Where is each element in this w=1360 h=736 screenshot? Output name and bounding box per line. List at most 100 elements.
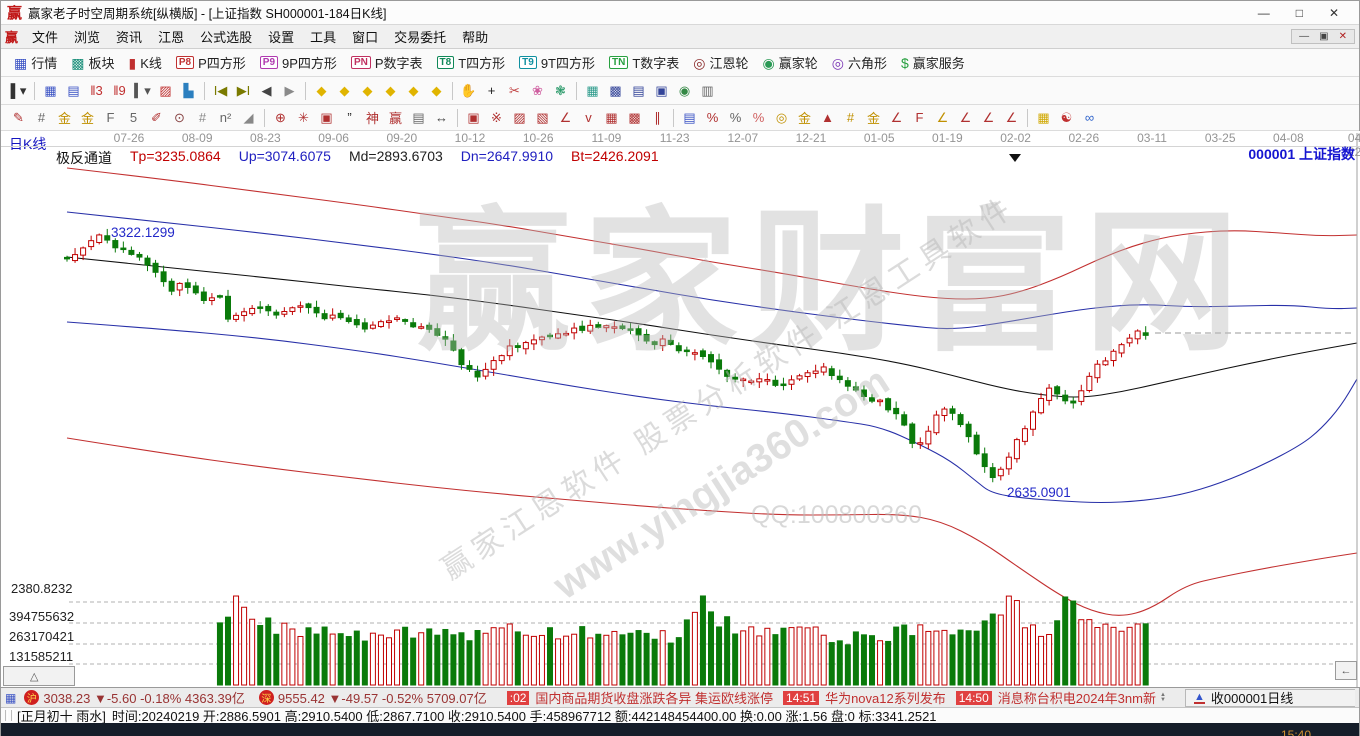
circle-grid-tool-icon[interactable]: ⊙ xyxy=(174,109,185,125)
candlestick-chart[interactable]: 3322.1299 2635.0901 2380.8232 394755632 2631… xyxy=(1,131,1360,687)
scroll-left-button[interactable]: ← xyxy=(1335,661,1357,680)
toolbar-t-square-button[interactable]: T8 T四方形 xyxy=(430,51,513,75)
crosshair-tool-icon[interactable]: + xyxy=(487,83,496,98)
menu-item-交易委托[interactable]: 交易委托 xyxy=(394,30,447,45)
v-tool-icon[interactable]: v xyxy=(585,110,592,125)
toolbar-winner-service-button[interactable]: $ 赢家服务 xyxy=(894,51,972,75)
close-icon[interactable]: ✕ xyxy=(1328,5,1339,20)
grid-tool-icon[interactable]: # xyxy=(37,110,46,125)
toolbar-t9-square-button[interactable]: T9 9T四方形 xyxy=(512,51,602,75)
menu-item-公式选股[interactable]: 公式选股 xyxy=(200,30,253,45)
pattern-red-icon[interactable]: ▨ xyxy=(159,82,172,98)
gann-gold-grid-2-icon[interactable]: 金 xyxy=(80,111,94,126)
toolbar-hexagon-button[interactable]: ◎ 六角形 xyxy=(825,51,894,75)
menu-item-江恩[interactable]: 江恩 xyxy=(158,30,185,45)
n2-grid-tool-icon[interactable]: n² xyxy=(219,110,232,125)
toolbar-winner-wheel-button[interactable]: ◉ 赢家轮 xyxy=(756,51,825,75)
toolbar-p-number-button[interactable]: PN P数字表 xyxy=(344,51,430,75)
grid-red2-tool-icon[interactable]: ▩ xyxy=(628,109,641,125)
mdi-restore-icon[interactable]: ▣ xyxy=(1319,31,1329,42)
grid-5-tool-icon[interactable]: 5 xyxy=(129,110,138,125)
angle-j-tool-icon[interactable]: ∠ xyxy=(890,109,903,125)
tri-grid-tool-icon[interactable]: ◢ xyxy=(243,109,254,125)
angle-z-tool-icon[interactable]: ∠ xyxy=(1005,109,1018,125)
angle-tool-icon[interactable]: ∠ xyxy=(559,109,572,125)
save-tool-icon[interactable]: ▣ xyxy=(655,82,668,98)
angle-gold-tool-icon[interactable]: ∠ xyxy=(936,109,949,125)
shade2-tool-icon[interactable]: ▧ xyxy=(536,109,549,125)
gold-tri-tool-icon[interactable]: 金 xyxy=(866,111,880,126)
angle-f-tool-icon[interactable]: F xyxy=(915,110,924,125)
pct-gray-tool-icon[interactable]: % xyxy=(729,110,742,125)
toolbar-kline-button[interactable]: ▮ K线 xyxy=(122,51,169,75)
menu-item-设置[interactable]: 设置 xyxy=(268,30,295,45)
compress-h-icon[interactable]: ◆ xyxy=(362,82,373,98)
candle-style-combo-icon[interactable]: ▍▾ xyxy=(134,82,151,98)
parallel-tool-icon[interactable]: ∥ xyxy=(654,109,661,125)
zoom-out-icon[interactable]: ◆ xyxy=(431,82,442,98)
chart-area[interactable]: 日K线 07-26 08-09 08-23 09-06 09-20 10-12 10-26 1… xyxy=(1,131,1360,687)
shen-grid-tool-icon[interactable]: 神 xyxy=(365,111,379,126)
grid-red1-tool-icon[interactable]: ▦ xyxy=(605,109,618,125)
news-headline[interactable]: 华为nova12系列发布 xyxy=(825,691,946,706)
fan-tool-icon[interactable]: ※ xyxy=(491,109,502,125)
pen2-tool-icon[interactable]: ✐ xyxy=(151,109,162,125)
calculator-tool-icon[interactable]: ▩ xyxy=(609,82,622,98)
box-red-tool-icon[interactable]: ▣ xyxy=(467,109,480,125)
pattern-blue-icon[interactable]: ▦ xyxy=(44,82,57,98)
pct-small-tool-icon[interactable]: % xyxy=(752,110,765,125)
publish-tool-icon[interactable]: ◉ xyxy=(678,82,691,98)
shift-left-icon[interactable]: ◆ xyxy=(316,82,327,98)
gold-lines-tool-icon[interactable]: 金 xyxy=(797,111,811,126)
toolbar-t-number-button[interactable]: TN T数字表 xyxy=(602,51,686,75)
gann-gold-grid-1-icon[interactable]: 金 xyxy=(57,111,71,126)
angle-m-tool-icon[interactable]: ∠ xyxy=(959,109,972,125)
infinity-tool-icon[interactable]: ∞ xyxy=(1084,110,1095,125)
menu-item-帮助[interactable]: 帮助 xyxy=(462,30,489,45)
ying-grid-tool-icon[interactable]: 赢 xyxy=(388,111,402,126)
square-web-tool-icon[interactable]: ▣ xyxy=(320,109,333,125)
quote-grid-icon[interactable]: ▦ xyxy=(5,690,17,705)
gold-grid-tool-icon[interactable]: # xyxy=(846,110,855,125)
mdi-minimize-icon[interactable]: — xyxy=(1299,31,1310,42)
ruler-tool-icon[interactable]: ▤ xyxy=(412,109,425,125)
circle-cross-tool-icon[interactable]: ⊕ xyxy=(275,109,286,125)
news-headline[interactable]: 国内商品期货收盘涨跌各异 集运欧线涨停 xyxy=(535,691,774,706)
web-tool-icon[interactable]: ✳ xyxy=(298,109,309,125)
color-chart-icon[interactable]: ▙ xyxy=(183,82,194,98)
minimize-icon[interactable]: — xyxy=(1257,5,1270,20)
menu-item-工具[interactable]: 工具 xyxy=(310,30,337,45)
angle-y-tool-icon[interactable]: ∠ xyxy=(982,109,995,125)
next-bar-icon[interactable]: ▶ xyxy=(284,82,295,98)
bars-9-icon[interactable]: ‖9 xyxy=(113,83,126,98)
hand-tool-icon[interactable]: ✋ xyxy=(460,82,477,98)
zoom-in-icon[interactable]: ◆ xyxy=(408,82,419,98)
maximize-icon[interactable]: □ xyxy=(1295,5,1303,20)
news-headline[interactable]: 消息称台积电2024年3nm新 xyxy=(997,691,1156,706)
toolbar-p9-square-button[interactable]: P9 9P四方形 xyxy=(253,51,344,75)
first-bar-icon[interactable]: I◀ xyxy=(213,82,228,98)
pct-red-tool-icon[interactable]: % xyxy=(706,110,719,125)
quote-tool-icon[interactable]: ” xyxy=(347,110,352,125)
expand-volume-button[interactable]: △ xyxy=(3,666,75,686)
knife-tool-icon[interactable]: ▲ xyxy=(821,110,834,125)
cut-tool-icon[interactable]: ✂ xyxy=(509,82,520,98)
list-k-tool-icon[interactable]: ▤ xyxy=(683,109,696,125)
h-measure-tool-icon[interactable]: ↔ xyxy=(435,110,448,125)
yinyang-tool-icon[interactable]: ☯ xyxy=(1060,109,1073,125)
plain-grid-tool-icon[interactable]: # xyxy=(198,110,207,125)
print-tool-icon[interactable]: ▥ xyxy=(701,82,714,98)
calendar-tool-icon[interactable]: ▦ xyxy=(586,82,599,98)
bars-3-icon[interactable]: ‖3 xyxy=(90,83,103,98)
grid-yellow-tool-icon[interactable]: ▦ xyxy=(1037,109,1050,125)
shade1-tool-icon[interactable]: ▨ xyxy=(513,109,526,125)
brain-tool-icon[interactable]: ❃ xyxy=(555,82,566,98)
menu-item-文件[interactable]: 文件 xyxy=(32,30,59,45)
menu-item-资讯[interactable]: 资讯 xyxy=(116,30,143,45)
last-bar-icon[interactable]: ▶I xyxy=(236,82,251,98)
menu-item-窗口[interactable]: 窗口 xyxy=(352,30,379,45)
toolbar-gann-wheel-button[interactable]: ◎ 江恩轮 xyxy=(686,51,755,75)
expand-h-icon[interactable]: ◆ xyxy=(385,82,396,98)
list-view-icon[interactable]: ▤ xyxy=(67,82,80,98)
kline-period-combo-icon[interactable]: ▌▾ xyxy=(10,82,27,98)
